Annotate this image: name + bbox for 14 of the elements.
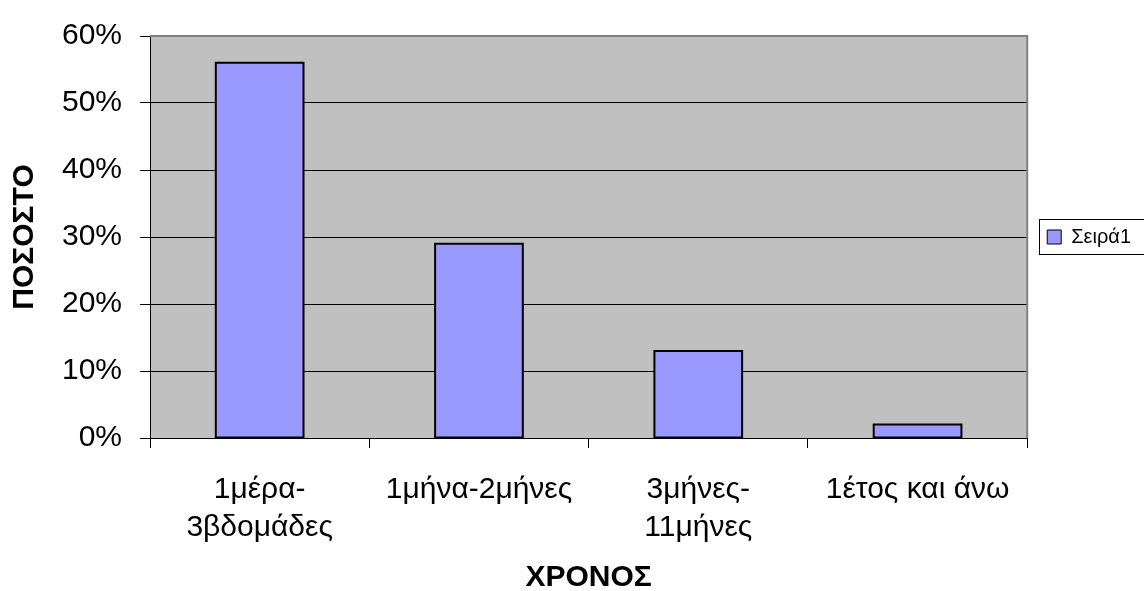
x-axis-title: ΧΡΟΝΟΣ [525,558,652,591]
x-tick-label: 3μήνες-11μήνες [644,471,753,542]
y-tick-label: 30% [61,218,122,252]
y-tick-label: 0% [78,419,122,453]
legend-label: Σειρά1 [1071,224,1132,247]
y-tick-label: 60% [61,17,122,51]
x-tick-label: 1μήνα-2μήνες [385,471,573,505]
x-tick-label: 1έτος και άνω [825,471,1010,505]
y-tick-label: 10% [61,352,122,386]
y-axis-title: ΠΟΣΟΣΤΟ [6,164,40,310]
y-tick-label: 50% [61,84,122,118]
x-tick-label: 1μέρα-3βδομάδες [186,471,333,542]
y-tick-label: 40% [61,151,122,185]
y-tick-label: 20% [61,285,122,319]
